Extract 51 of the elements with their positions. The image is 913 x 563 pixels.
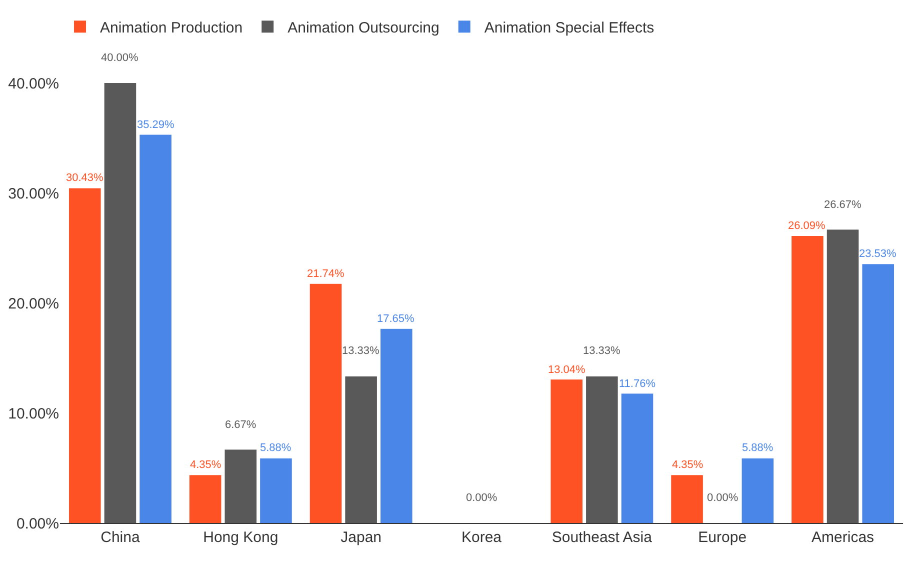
x-tick-label: Korea <box>461 529 502 546</box>
data-label: 6.67% <box>225 419 256 431</box>
legend-label: Animation Production <box>100 20 243 36</box>
data-label: 4.35% <box>190 459 222 471</box>
legend-label: Animation Outsourcing <box>288 20 440 36</box>
bar <box>792 236 824 523</box>
y-tick-label: 0.00% <box>16 515 59 532</box>
data-label: 35.29% <box>137 119 175 131</box>
bar <box>310 284 342 523</box>
bar <box>224 450 257 523</box>
bar <box>260 458 292 523</box>
bar <box>826 230 859 523</box>
bar <box>742 458 774 523</box>
data-label: 13.33% <box>342 345 380 357</box>
bar <box>380 328 412 523</box>
x-tick-label: China <box>100 529 140 546</box>
data-label: 26.09% <box>788 220 826 232</box>
bar <box>586 376 618 523</box>
x-tick-label: Europe <box>698 529 747 546</box>
bar <box>671 475 703 523</box>
bar <box>862 264 894 523</box>
data-label: 13.04% <box>548 364 586 376</box>
legend-label: Animation Special Effects <box>484 20 654 36</box>
y-tick-label: 10.00% <box>8 405 59 422</box>
bar <box>104 83 136 523</box>
x-tick-label: Southeast Asia <box>552 529 653 546</box>
y-tick-label: 20.00% <box>8 295 59 312</box>
data-label: 0.00% <box>466 492 498 504</box>
data-label: 0.00% <box>707 492 738 504</box>
bar <box>68 188 101 523</box>
data-label: 30.43% <box>66 172 104 184</box>
data-label: 26.67% <box>824 199 862 211</box>
data-label: 5.88% <box>742 442 774 454</box>
x-tick-label: Americas <box>812 529 874 546</box>
bar <box>550 380 582 523</box>
data-label: 11.76% <box>619 378 656 390</box>
bar <box>345 376 377 523</box>
data-label: 23.53% <box>859 248 897 260</box>
data-label: 5.88% <box>260 442 292 454</box>
data-label: 4.35% <box>672 459 704 471</box>
bar <box>140 134 172 523</box>
x-tick-label: Hong Kong <box>203 529 278 546</box>
bar <box>621 394 654 523</box>
data-label: 40.00% <box>101 52 139 64</box>
bar <box>189 475 222 523</box>
data-label: 21.74% <box>307 268 345 280</box>
data-label: 17.65% <box>377 313 415 325</box>
y-tick-label: 30.00% <box>8 185 59 202</box>
data-label: 13.33% <box>583 345 621 357</box>
x-tick-label: Japan <box>340 529 382 546</box>
y-tick-label: 40.00% <box>8 75 59 92</box>
